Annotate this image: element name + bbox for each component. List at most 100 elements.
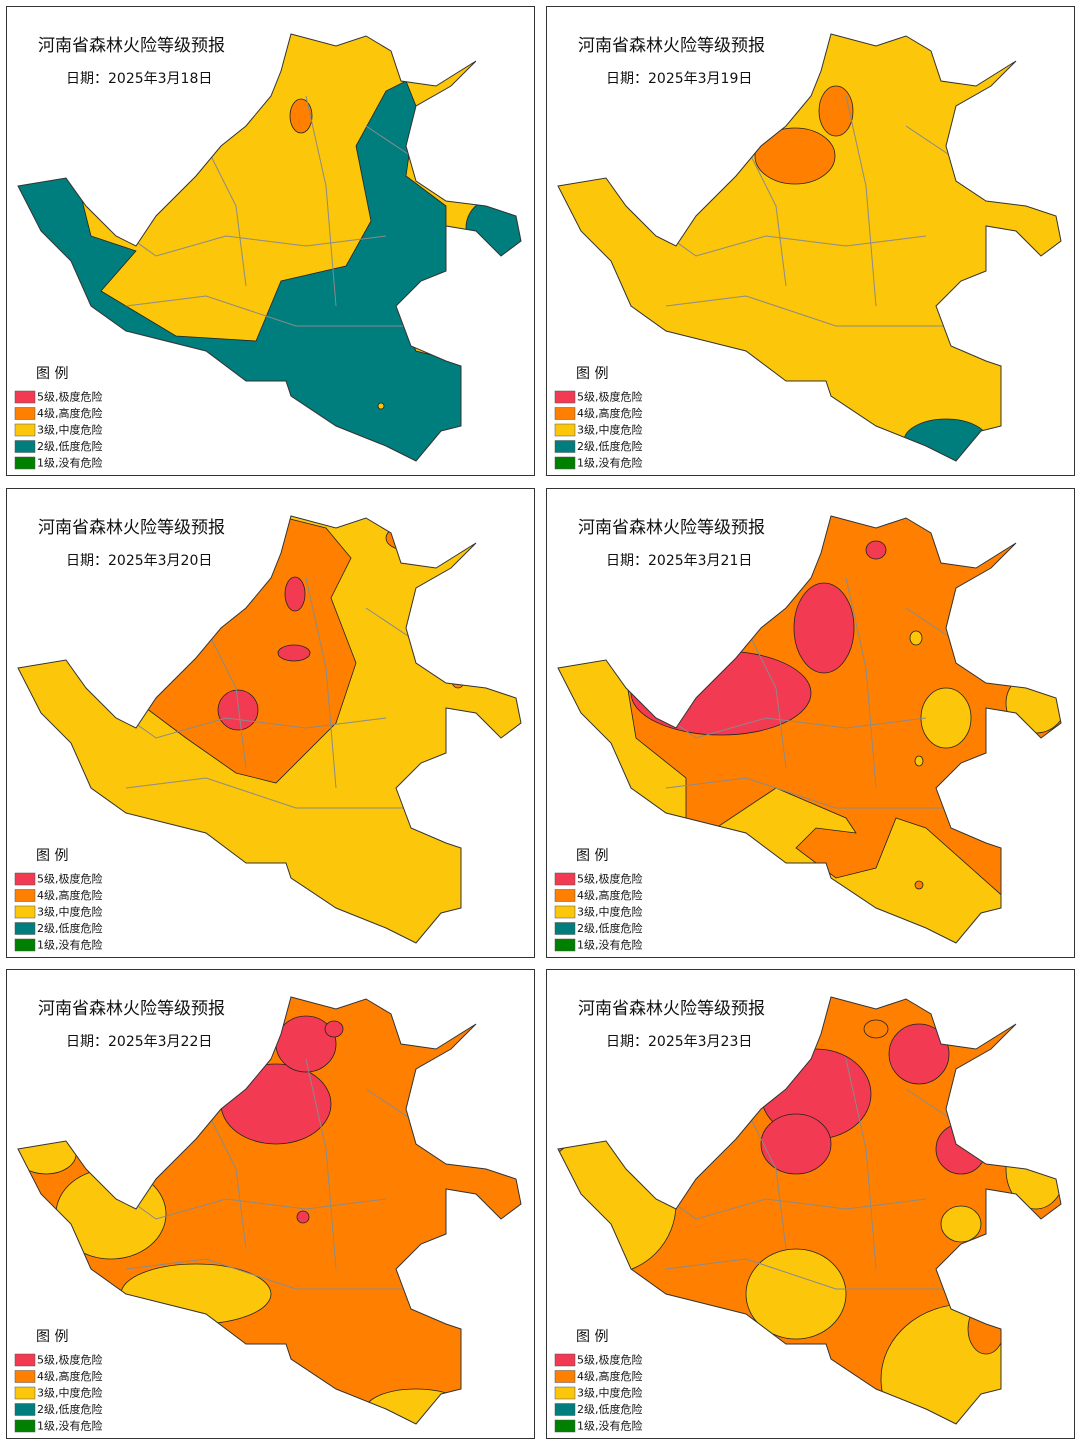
legend-label: 2级,低度危险 [37, 439, 103, 453]
map-date: 日期：2025年3月22日 [66, 1034, 212, 1050]
province-outline [557, 33, 1062, 462]
legend-label: 4级,高度危险 [37, 1369, 103, 1383]
risk-region [863, 1019, 889, 1039]
province-outline [557, 515, 1062, 944]
legend-label: 3级,中度危险 [37, 423, 103, 437]
legend-swatch [554, 889, 576, 902]
map-title: 河南省森林火险等级预报 [38, 518, 225, 538]
legend-label: 3级,中度危险 [577, 1386, 643, 1400]
legend-swatch [554, 922, 576, 935]
legend-title: 图 例 [36, 366, 68, 382]
legend-label: 4级,高度危险 [577, 888, 643, 902]
risk-region [909, 630, 923, 646]
risk-region [940, 1205, 982, 1243]
legend-swatch [14, 1419, 36, 1433]
province-outline [17, 33, 522, 462]
legend-label: 2级,低度危险 [37, 1402, 103, 1416]
legend-label: 3级,中度危险 [577, 423, 643, 437]
risk-region [217, 689, 259, 731]
legend-swatch [14, 922, 36, 935]
legend-swatch [554, 407, 576, 420]
risk-region [754, 127, 836, 185]
province-outline [17, 996, 522, 1425]
risk-region [284, 576, 306, 612]
legend-label: 5级,极度危险 [37, 390, 103, 404]
legend-label: 2级,低度危险 [577, 1402, 643, 1416]
map-date: 日期：2025年3月19日 [606, 71, 752, 87]
legend-swatch [554, 872, 576, 886]
legend-swatch [14, 407, 36, 420]
region [558, 34, 1061, 461]
legend-swatch [554, 1419, 576, 1433]
county-lines [85, 1058, 427, 1290]
county-lines [625, 577, 967, 809]
legend-swatch [554, 440, 576, 453]
legend-swatch [554, 423, 576, 437]
legend-label: 3级,中度危险 [37, 1386, 103, 1400]
legend-swatch [14, 390, 36, 404]
map-date: 日期：2025年3月21日 [606, 553, 752, 569]
risk-region [377, 402, 385, 410]
risk-region [277, 644, 311, 662]
map-date: 日期：2025年3月18日 [66, 71, 212, 87]
legend-label: 2级,低度危险 [37, 921, 103, 935]
legend-swatch [14, 456, 36, 470]
region [18, 997, 521, 1424]
legend-label: 4级,高度危险 [37, 888, 103, 902]
legend-label: 2级,低度危险 [577, 921, 643, 935]
province-outline [17, 515, 522, 944]
legend-label: 1级,没有危险 [577, 456, 643, 470]
map-date: 日期：2025年3月23日 [606, 1034, 752, 1050]
legend-swatch [554, 1370, 576, 1383]
risk-region [289, 98, 313, 134]
map-date: 日期：2025年3月20日 [66, 553, 212, 569]
legend-label: 1级,没有危险 [577, 1419, 643, 1433]
legend-swatch [14, 1370, 36, 1383]
legend-swatch [554, 1403, 576, 1416]
risk-region [296, 1210, 310, 1224]
map-title: 河南省森林火险等级预报 [578, 36, 765, 56]
legend-label: 4级,高度危险 [577, 406, 643, 420]
legend-label: 1级,没有危险 [37, 938, 103, 952]
legend-label: 3级,中度危险 [37, 905, 103, 919]
province-outline [557, 996, 1062, 1425]
county-lines [625, 1058, 967, 1290]
legend-swatch [554, 905, 576, 919]
legend-label: 3级,中度危险 [577, 905, 643, 919]
legend-title: 图 例 [576, 366, 608, 382]
legend-swatch [14, 440, 36, 453]
legend-swatch [554, 390, 576, 404]
legend-label: 5级,极度危险 [37, 872, 103, 886]
legend-swatch [14, 423, 36, 437]
map-title: 河南省森林火险等级预报 [38, 999, 225, 1019]
risk-region [888, 1023, 950, 1085]
risk-region [865, 540, 887, 560]
legend-swatch [14, 1403, 36, 1416]
county-lines [85, 95, 427, 327]
legend-label: 1级,没有危险 [577, 938, 643, 952]
map-title: 河南省森林火险等级预报 [38, 36, 225, 56]
legend-label: 5级,极度危险 [577, 1353, 643, 1367]
legend-swatch [554, 1353, 576, 1367]
map-title: 河南省森林火险等级预报 [578, 518, 765, 538]
legend-swatch [554, 456, 576, 470]
legend-swatch [14, 938, 36, 952]
legend-swatch [14, 889, 36, 902]
legend-label: 1级,没有危险 [37, 1419, 103, 1433]
risk-region [324, 1020, 344, 1038]
legend-title: 图 例 [576, 848, 608, 864]
risk-region [745, 1248, 847, 1340]
risk-region [760, 1113, 832, 1175]
legend-label: 5级,极度危险 [577, 872, 643, 886]
legend-label: 5级,极度危险 [577, 390, 643, 404]
risk-region [818, 85, 854, 137]
legend-label: 2级,低度危险 [577, 439, 643, 453]
risk-region [920, 687, 972, 749]
legend-swatch [554, 938, 576, 952]
